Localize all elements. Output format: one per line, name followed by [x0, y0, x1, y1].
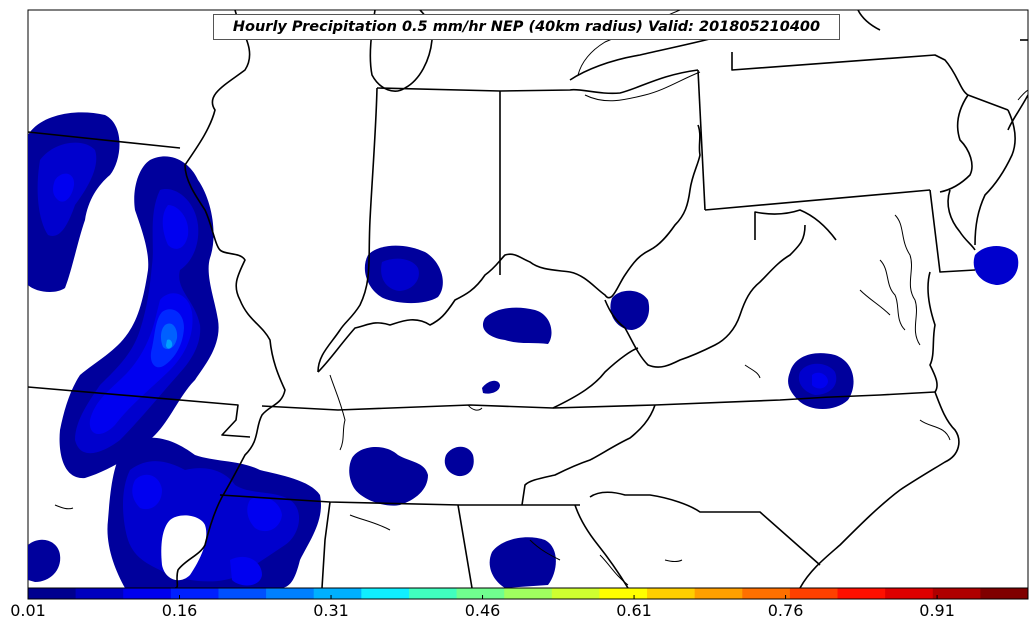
colorbar-swatch [361, 588, 410, 599]
colorbar-swatch [456, 588, 505, 599]
colorbar-swatch [28, 588, 77, 599]
colorbar-tick-label: 0.01 [10, 601, 46, 620]
precip-area [230, 556, 262, 586]
precip-area [162, 205, 189, 249]
colorbar-swatch [837, 588, 886, 599]
colorbar-tick-label: 0.46 [464, 601, 501, 620]
colorbar-swatch [218, 588, 267, 599]
colorbar-ticks [27, 595, 938, 599]
state-boundaries [28, 10, 1028, 588]
precip-area [812, 372, 828, 389]
colorbar-tick-label: 0.16 [161, 601, 198, 620]
colorbar-swatch [742, 588, 791, 599]
colorbar-swatch [551, 588, 600, 599]
colorbar [27, 587, 1029, 600]
colorbar-swatch [266, 588, 315, 599]
colorbar-swatch [75, 588, 124, 599]
precip-area [610, 290, 650, 330]
precip-area [28, 539, 61, 582]
colorbar-tick-label: 0.91 [919, 601, 955, 620]
colorbar-tick-label: 0.31 [313, 601, 349, 620]
precip-area [132, 474, 162, 510]
precip-area [166, 339, 173, 349]
colorbar-swatch [980, 588, 1029, 599]
colorbar-swatch [932, 588, 981, 599]
colorbar-border [27, 587, 1029, 600]
precip-area [75, 189, 201, 454]
colorbar-tick-label: 0.76 [767, 601, 804, 620]
precip-area [53, 173, 75, 202]
precip-area [160, 323, 178, 350]
colorbar-swatch [504, 588, 553, 599]
colorbar-swatch [170, 588, 219, 599]
colorbar-swatch [313, 588, 362, 599]
precip-area [482, 380, 500, 394]
colorbar-swatch [408, 588, 458, 599]
colorbar-tick-label: 0.61 [616, 601, 652, 620]
precip-area [349, 447, 428, 506]
precip-area [381, 258, 419, 291]
colorbar-swatch [123, 588, 172, 599]
precip-area [489, 537, 556, 588]
precip-area [161, 515, 207, 581]
coastline-details [54, 89, 1028, 586]
colorbar-swatch [647, 588, 696, 599]
precip-area [247, 496, 282, 532]
precip-area [444, 446, 474, 477]
colorbar-swatch [789, 588, 839, 599]
colorbar-swatch [599, 588, 648, 599]
precip-area [482, 307, 552, 344]
map-title: Hourly Precipitation 0.5 mm/hr NEP (40km… [213, 14, 840, 40]
colorbar-swatch [885, 588, 934, 599]
precip-area [973, 246, 1019, 285]
colorbar-swatch [694, 588, 743, 599]
